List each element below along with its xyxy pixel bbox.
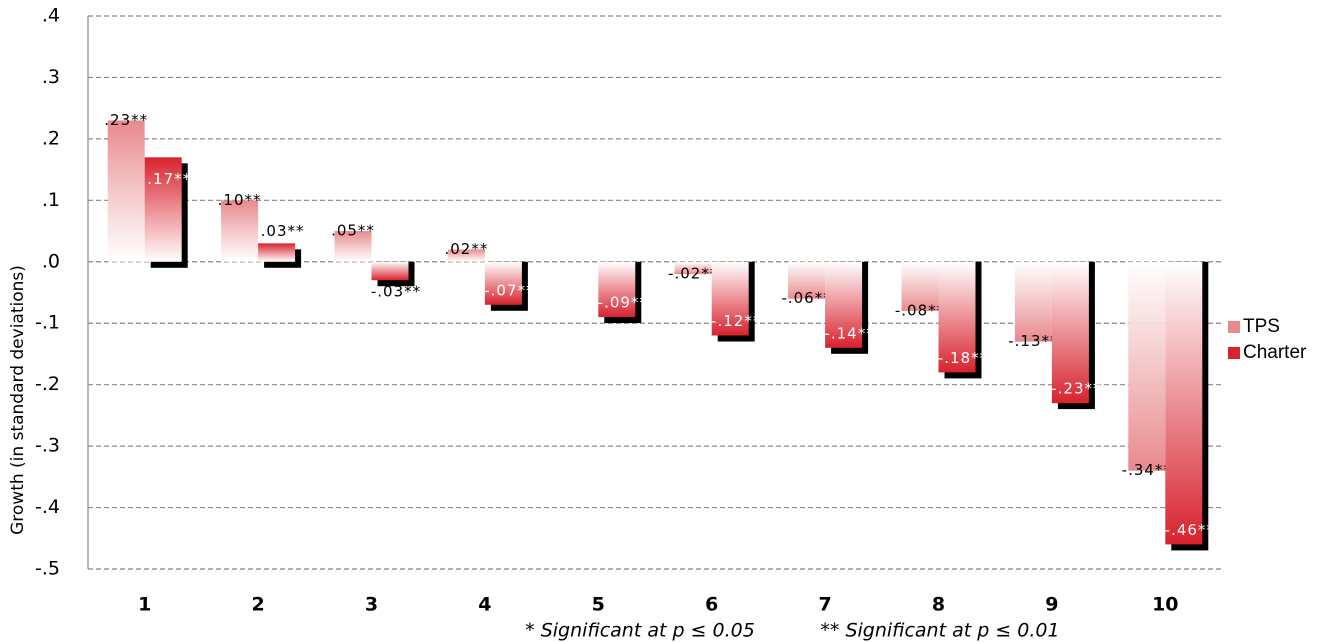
value-label: -.13**	[1008, 332, 1058, 350]
x-tick-label: 8	[932, 594, 945, 616]
value-label: .23**	[104, 111, 148, 129]
value-label: .03**	[261, 222, 305, 240]
y-tick-label: .1	[42, 189, 60, 211]
y-tick-label: -.4	[35, 496, 60, 518]
bar	[1014, 261, 1052, 342]
value-label: .10**	[218, 191, 262, 209]
value-label: -.14**	[824, 324, 874, 342]
bar	[144, 157, 182, 262]
y-axis-label: Growth (in standard deviations)	[8, 265, 28, 535]
y-tick-label: .2	[42, 127, 60, 149]
legend-swatch	[1228, 347, 1240, 359]
bar	[674, 261, 712, 275]
value-label: -.03**	[371, 283, 421, 301]
bar	[1051, 261, 1089, 404]
x-tick-label: 2	[251, 594, 264, 616]
y-tick-label: .4	[42, 5, 60, 27]
value-label: -.02**	[668, 265, 718, 283]
bar	[711, 261, 749, 336]
bar	[1165, 261, 1203, 545]
footnote: * Significant at p ≤ 0.05	[525, 620, 755, 642]
bar	[334, 231, 372, 262]
y-tick-label: -.2	[35, 373, 60, 395]
value-label: -.07**	[484, 281, 534, 299]
value-label: -.12**	[711, 312, 761, 330]
value-label: -.34**	[1122, 461, 1172, 479]
bar	[788, 261, 826, 299]
x-tick-label: 3	[365, 594, 378, 616]
y-tick-label: -.5	[35, 558, 60, 580]
x-tick-label: 9	[1045, 594, 1058, 616]
x-tick-label: 4	[478, 594, 491, 616]
y-tick-label: -.3	[35, 435, 60, 457]
value-label: .02**	[444, 240, 488, 258]
bar	[447, 249, 485, 262]
bar	[825, 261, 863, 348]
bar	[901, 261, 939, 311]
y-tick-label: -.1	[35, 312, 60, 334]
value-label: .05**	[331, 222, 375, 240]
footnote: ** Significant at p ≤ 0.01	[820, 620, 1059, 642]
legend-label: Charter	[1243, 342, 1307, 363]
legend-swatch	[1228, 321, 1240, 333]
x-tick-label: 6	[705, 594, 718, 616]
value-label: .17**	[147, 170, 191, 188]
value-label: -.08**	[895, 301, 945, 319]
value-label: -.09**	[598, 294, 648, 312]
bar	[107, 120, 145, 262]
bar	[598, 261, 636, 318]
x-tick-label: 7	[818, 594, 831, 616]
value-label: -.23**	[1051, 380, 1101, 398]
bar	[938, 261, 976, 373]
x-tick-label: 5	[592, 594, 605, 616]
bar	[371, 261, 409, 281]
x-tick-label: 10	[1152, 594, 1178, 616]
x-tick-label: 1	[138, 594, 151, 616]
value-label: -.18**	[938, 349, 988, 367]
y-tick-label: .0	[42, 250, 60, 272]
value-label: -.46**	[1165, 521, 1215, 539]
bar	[221, 200, 259, 262]
bar	[484, 261, 522, 305]
bar	[258, 243, 296, 262]
bar	[1128, 261, 1166, 471]
y-tick-label: .3	[42, 66, 60, 88]
legend-label: TPS	[1243, 316, 1280, 337]
value-label: -.06**	[781, 289, 831, 307]
